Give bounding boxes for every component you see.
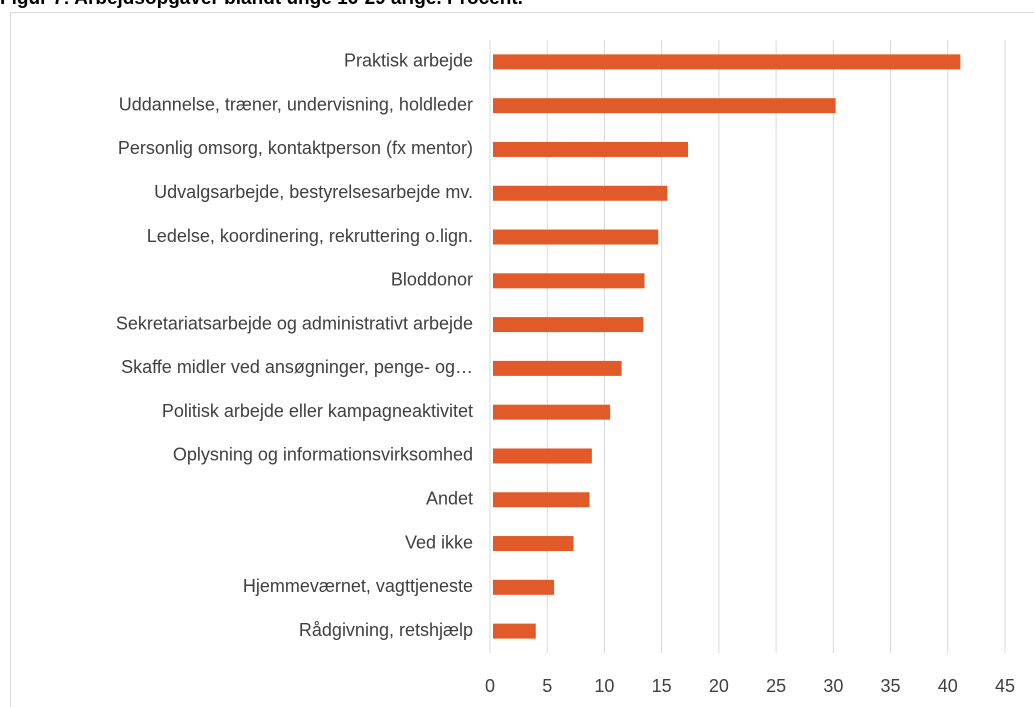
y-tick-label: Uddannelse, træner, undervisning, holdle… <box>119 94 473 114</box>
y-tick-label: Skaffe midler ved ansøgninger, penge- og… <box>121 357 473 377</box>
y-tick-label: Hjemmeværnet, vagttjeneste <box>243 576 473 596</box>
x-tick-label: 35 <box>881 676 901 696</box>
chart-title: Figur 7: Arbejdsopgaver blandt unge 16-2… <box>0 0 523 9</box>
y-tick-label: Ledelse, koordinering, rekruttering o.li… <box>147 226 473 246</box>
bar <box>493 229 659 245</box>
bar <box>493 492 590 508</box>
y-tick-label: Sekretariatsarbejde og administrativt ar… <box>116 313 473 333</box>
y-tick-label: Udvalgsarbejde, bestyrelsesarbejde mv. <box>154 182 473 202</box>
bar <box>493 404 611 420</box>
x-tick-label: 0 <box>485 676 495 696</box>
x-tick-label: 25 <box>766 676 786 696</box>
bar <box>493 185 668 201</box>
y-tick-label: Rådgivning, retshjælp <box>299 620 473 640</box>
y-tick-label: Oplysning og informationsvirksomhed <box>173 445 473 465</box>
y-tick-label: Ved ikke <box>405 532 473 552</box>
bar <box>493 317 644 333</box>
x-tick-label: 5 <box>542 676 552 696</box>
y-tick-label: Andet <box>426 489 473 509</box>
y-tick-label: Praktisk arbejde <box>344 51 473 71</box>
bar <box>493 360 622 376</box>
bar <box>493 141 688 157</box>
x-tick-label: 30 <box>823 676 843 696</box>
x-tick-label: 40 <box>938 676 958 696</box>
y-tick-label: Bloddonor <box>391 270 473 290</box>
x-tick-label: 20 <box>709 676 729 696</box>
bar <box>493 536 574 552</box>
bar <box>493 273 645 289</box>
x-tick-label: 15 <box>652 676 672 696</box>
bar <box>493 54 961 70</box>
bar <box>493 623 536 639</box>
bar <box>493 579 555 595</box>
y-tick-label: Personlig omsorg, kontaktperson (fx ment… <box>118 138 473 158</box>
x-tick-label: 10 <box>594 676 614 696</box>
bar <box>493 448 592 464</box>
x-tick-label: 45 <box>995 676 1015 696</box>
bar <box>493 98 836 114</box>
y-tick-label: Politisk arbejde eller kampagneaktivitet <box>162 401 473 421</box>
